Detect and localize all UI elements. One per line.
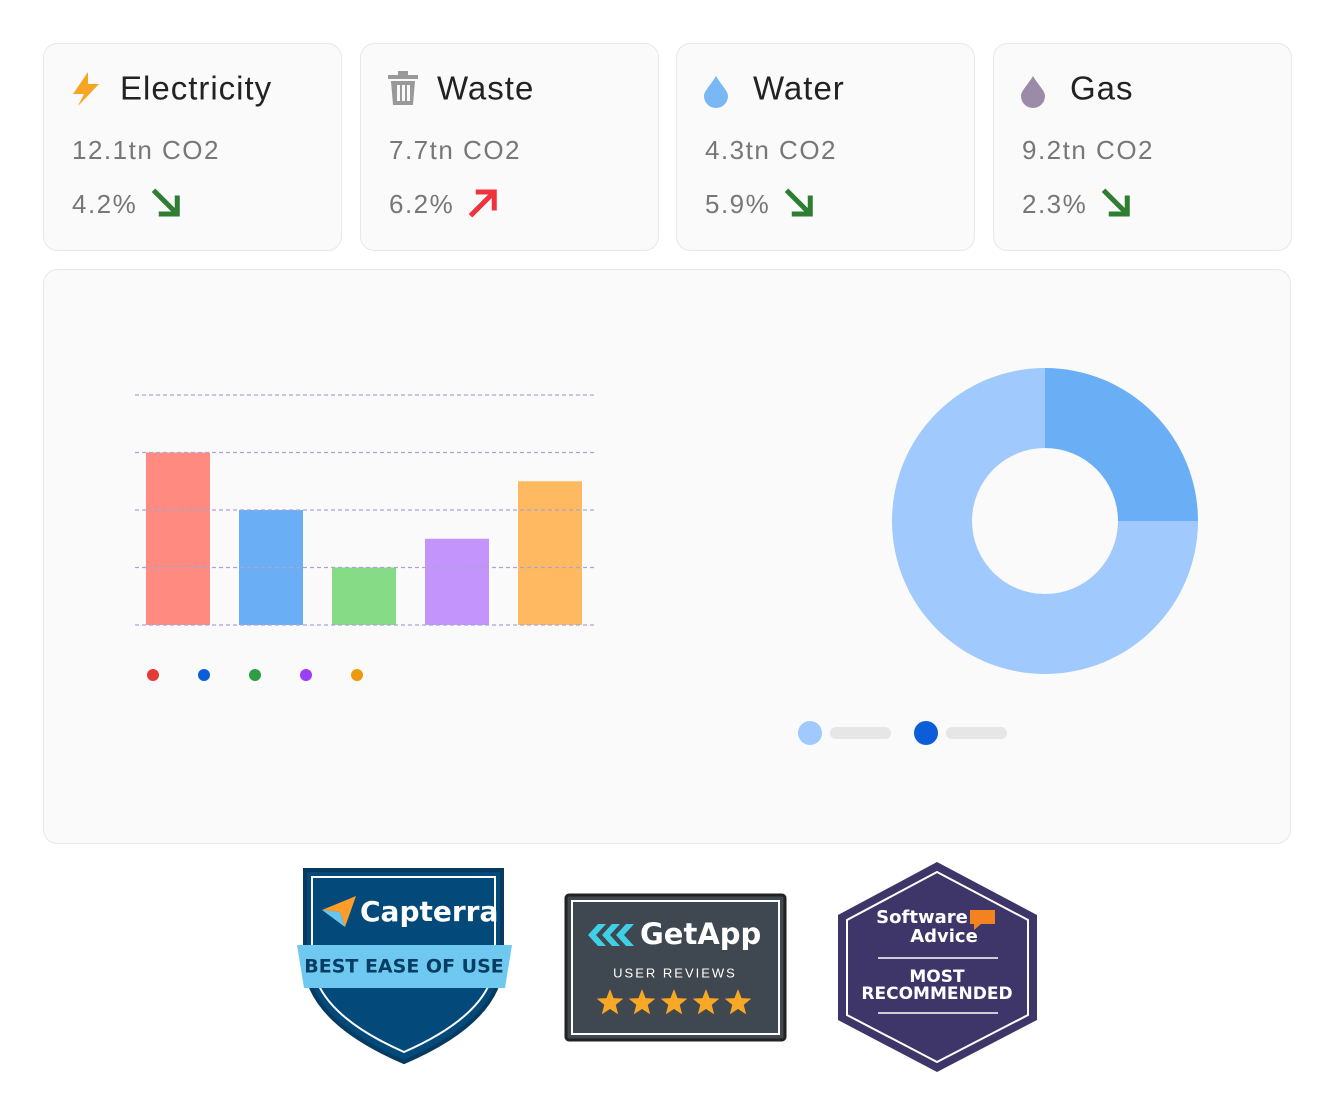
bar bbox=[518, 481, 582, 625]
card-title: Electricity bbox=[120, 70, 272, 107]
card-change: 6.2% bbox=[389, 189, 454, 219]
getapp-stars bbox=[596, 989, 752, 1015]
electricity-icon bbox=[73, 72, 99, 106]
star bbox=[628, 989, 656, 1015]
legend-placeholder bbox=[946, 727, 1007, 739]
legend-dot bbox=[249, 669, 261, 681]
star bbox=[692, 989, 720, 1015]
legend-dot bbox=[351, 669, 363, 681]
star bbox=[724, 989, 752, 1015]
star bbox=[596, 989, 624, 1015]
legend-dot bbox=[198, 669, 210, 681]
card-value: 7.7tn CO2 bbox=[389, 135, 521, 165]
donut-slice bbox=[1045, 368, 1198, 521]
water-icon bbox=[704, 76, 728, 108]
card bbox=[43, 43, 342, 251]
bar bbox=[332, 567, 396, 625]
card-value: 9.2tn CO2 bbox=[1022, 135, 1154, 165]
legend-dot bbox=[914, 721, 938, 745]
capterra-name: Capterra bbox=[360, 895, 498, 928]
card bbox=[676, 43, 975, 251]
capterra-ribbon bbox=[297, 945, 512, 988]
card-title: Waste bbox=[437, 70, 534, 107]
software-advice-logo bbox=[970, 910, 995, 930]
capterra-logo bbox=[322, 896, 356, 927]
card-change: 5.9% bbox=[705, 189, 770, 219]
trend-arrow bbox=[151, 188, 180, 217]
trend-arrow bbox=[1101, 188, 1130, 217]
capterra-award: BEST EASE OF USE bbox=[304, 956, 504, 978]
bar bbox=[146, 452, 210, 625]
getapp-caption: USER REVIEWS bbox=[613, 965, 737, 980]
getapp-logo bbox=[588, 924, 634, 946]
gas-icon bbox=[1021, 76, 1045, 108]
card bbox=[993, 43, 1292, 251]
legend-dot bbox=[147, 669, 159, 681]
legend-placeholder bbox=[830, 727, 891, 739]
card-title: Gas bbox=[1070, 70, 1134, 107]
card-change: 4.2% bbox=[72, 189, 137, 219]
legend-dot bbox=[798, 721, 822, 745]
card-value: 4.3tn CO2 bbox=[705, 135, 837, 165]
cards: Electricity 12.1tn CO2 4.2% Waste 7.7tn CO2 6… bbox=[43, 43, 1292, 251]
bar bbox=[425, 538, 489, 625]
software-advice-name: Advice bbox=[910, 926, 978, 947]
card-change: 2.3% bbox=[1022, 189, 1087, 219]
software-advice-name: Software bbox=[876, 907, 968, 928]
trend-arrow bbox=[468, 189, 497, 218]
donut-slice bbox=[892, 368, 1198, 674]
chart-panel bbox=[43, 269, 1291, 844]
badges: Capterra BEST EASE OF USE GetApp USER RE… bbox=[297, 862, 1037, 1072]
star bbox=[660, 989, 688, 1015]
card bbox=[360, 43, 659, 251]
software-advice-award: MOST bbox=[909, 967, 965, 987]
legend-dot bbox=[300, 669, 312, 681]
card-value: 12.1tn CO2 bbox=[72, 135, 220, 165]
getapp-name: GetApp bbox=[640, 917, 761, 951]
card-icons bbox=[73, 71, 1045, 108]
software-advice-award: RECOMMENDED bbox=[861, 984, 1012, 1004]
card-title: Water bbox=[753, 70, 845, 107]
trend-arrow bbox=[784, 188, 813, 217]
